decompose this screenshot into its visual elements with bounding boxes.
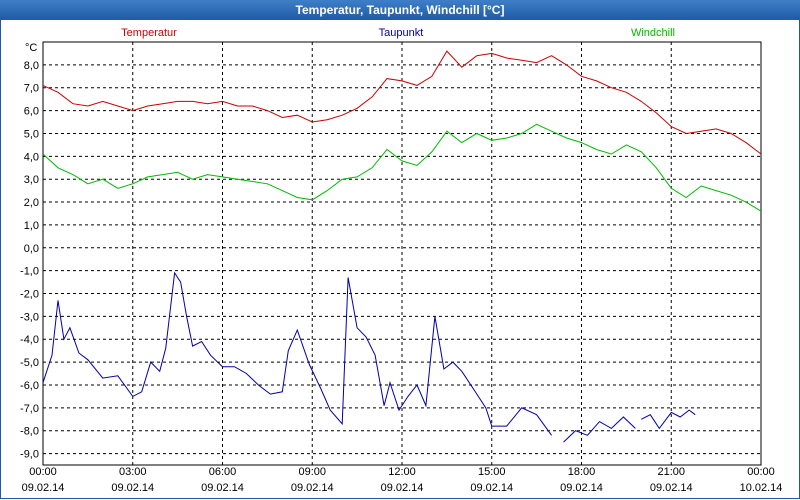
x-tick-date: 09.02.14 bbox=[560, 482, 603, 494]
x-tick-date: 09.02.14 bbox=[381, 482, 424, 494]
series-line-taupunkt bbox=[563, 416, 636, 443]
series-line-taupunkt bbox=[42, 271, 553, 436]
y-tick-label: 8,0 bbox=[24, 60, 39, 72]
legend-windchill: Windchill bbox=[631, 27, 675, 39]
y-tick-label: -2,0 bbox=[20, 289, 39, 301]
y-tick-label: 5,0 bbox=[24, 128, 39, 140]
y-tick-label: 3,0 bbox=[24, 174, 39, 186]
x-tick-date: 09.02.14 bbox=[470, 482, 513, 494]
x-tick-date: 09.02.14 bbox=[22, 482, 65, 494]
x-tick-time: 00:00 bbox=[747, 466, 775, 478]
y-tick-label: -9,0 bbox=[20, 449, 39, 461]
x-tick-time: 15:00 bbox=[478, 466, 506, 478]
legend-taupunkt: Taupunkt bbox=[379, 27, 424, 39]
y-axis: 8,0 7,0 6,0 5,0 4,0 3,0 2,0 1,0 0,0 -1,0 -2,0 -3,0 -… bbox=[20, 60, 39, 461]
line-chart: 8,0 7,0 6,0 5,0 4,0 3,0 2,0 1,0 0,0 -1,0 -2,0 -3,0 -… bbox=[20, 27, 783, 494]
x-tick-time: 03:00 bbox=[119, 466, 147, 478]
plot-area bbox=[42, 41, 762, 466]
y-tick-label: -1,0 bbox=[20, 266, 39, 278]
y-tick-label: 2,0 bbox=[24, 197, 39, 209]
series-lines bbox=[42, 50, 762, 443]
y-tick-label: 7,0 bbox=[24, 83, 39, 95]
x-tick-date: 10.02.14 bbox=[740, 482, 783, 494]
x-tick-time: 18:00 bbox=[568, 466, 596, 478]
y-tick-label: -8,0 bbox=[20, 426, 39, 438]
x-tick-time: 21:00 bbox=[657, 466, 685, 478]
chart-grid bbox=[43, 42, 761, 465]
series-line-taupunkt bbox=[641, 409, 696, 430]
y-tick-label: 0,0 bbox=[24, 243, 39, 255]
x-tick-date: 09.02.14 bbox=[111, 482, 154, 494]
y-tick-label: -6,0 bbox=[20, 380, 39, 392]
y-tick-label: -4,0 bbox=[20, 334, 39, 346]
x-tick-date: 09.02.14 bbox=[201, 482, 244, 494]
x-tick-time: 12:00 bbox=[388, 466, 416, 478]
y-tick-label: 6,0 bbox=[24, 106, 39, 118]
legend-temperatur: Temperatur bbox=[121, 27, 177, 39]
y-tick-label: 1,0 bbox=[24, 220, 39, 232]
y-tick-label: -3,0 bbox=[20, 311, 39, 323]
series-line-windchill bbox=[42, 123, 762, 212]
x-tick-time: 09:00 bbox=[298, 466, 326, 478]
y-tick-label: -5,0 bbox=[20, 357, 39, 369]
series-line-temperatur bbox=[42, 50, 762, 155]
x-tick-time: 00:00 bbox=[29, 466, 57, 478]
x-tick-date: 09.02.14 bbox=[650, 482, 693, 494]
chart-frame: 8,0 7,0 6,0 5,0 4,0 3,0 2,0 1,0 0,0 -1,0 -2,0 -3,0 -… bbox=[0, 20, 800, 499]
y-tick-label: 4,0 bbox=[24, 151, 39, 163]
x-tick-date: 09.02.14 bbox=[291, 482, 334, 494]
x-tick-time: 06:00 bbox=[209, 466, 237, 478]
chart-window-title: Temperatur, Taupunkt, Windchill [°C] bbox=[0, 0, 800, 20]
x-axis: 00:00 09.02.14 03:00 09.02.14 06:00 09.02.14 0… bbox=[22, 466, 783, 494]
y-axis-label: °C bbox=[25, 42, 37, 54]
y-tick-label: -7,0 bbox=[20, 403, 39, 415]
